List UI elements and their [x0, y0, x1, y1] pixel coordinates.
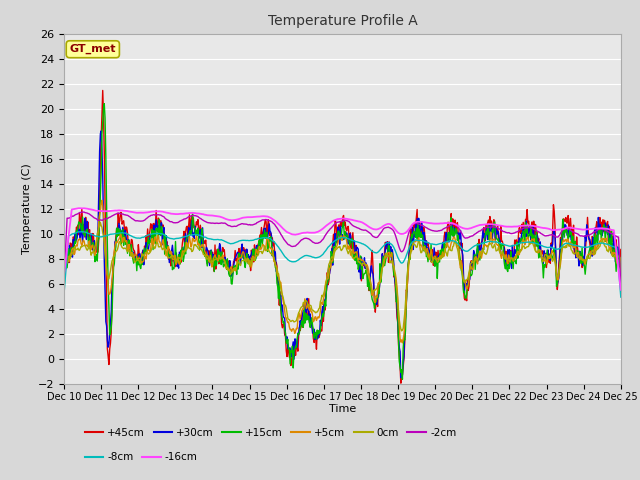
+15cm	[100, 101, 108, 107]
Text: GT_met: GT_met	[70, 44, 116, 54]
-2cm	[214, 220, 222, 226]
+5cm	[428, 251, 436, 256]
Line: +5cm: +5cm	[64, 200, 621, 343]
-2cm	[80, 209, 88, 215]
Line: +15cm: +15cm	[64, 104, 621, 379]
0cm	[617, 288, 625, 294]
+30cm	[617, 261, 625, 266]
-8cm	[70, 230, 78, 236]
Y-axis label: Temperature (C): Temperature (C)	[22, 163, 32, 254]
+5cm	[60, 304, 68, 310]
0cm	[70, 246, 78, 252]
+45cm	[412, 223, 419, 228]
-2cm	[185, 214, 193, 220]
+45cm	[60, 245, 68, 251]
0cm	[185, 245, 193, 251]
-8cm	[214, 237, 222, 242]
+30cm	[185, 225, 193, 230]
-16cm	[617, 287, 625, 293]
-2cm	[411, 221, 419, 227]
+30cm	[128, 250, 136, 256]
-8cm	[185, 232, 193, 238]
+15cm	[617, 266, 625, 272]
+5cm	[214, 258, 222, 264]
-2cm	[70, 213, 78, 218]
+45cm	[428, 248, 436, 253]
0cm	[214, 256, 222, 262]
0cm	[97, 220, 104, 226]
+5cm	[98, 197, 106, 203]
+15cm	[399, 376, 406, 382]
+15cm	[128, 251, 136, 257]
+45cm	[397, 380, 404, 386]
-16cm	[76, 205, 83, 211]
0cm	[428, 260, 436, 265]
+30cm	[70, 243, 78, 249]
-8cm	[428, 241, 435, 247]
+45cm	[128, 237, 136, 243]
+30cm	[412, 222, 419, 228]
Title: Temperature Profile A: Temperature Profile A	[268, 14, 417, 28]
-8cm	[411, 238, 419, 243]
+45cm	[185, 223, 193, 228]
-8cm	[79, 229, 86, 235]
-16cm	[60, 272, 68, 278]
Line: 0cm: 0cm	[64, 223, 621, 331]
Line: +30cm: +30cm	[64, 131, 621, 378]
+30cm	[428, 252, 436, 258]
+45cm	[70, 236, 78, 242]
+15cm	[412, 234, 419, 240]
-16cm	[70, 206, 78, 212]
+5cm	[617, 258, 625, 264]
+5cm	[399, 340, 406, 346]
-16cm	[411, 220, 419, 226]
+30cm	[397, 375, 404, 381]
+45cm	[617, 247, 625, 252]
+45cm	[99, 87, 107, 93]
Line: +45cm: +45cm	[64, 90, 621, 383]
Line: -2cm: -2cm	[64, 212, 621, 283]
-2cm	[617, 280, 625, 286]
+5cm	[412, 239, 419, 245]
-16cm	[214, 214, 222, 219]
+15cm	[185, 231, 193, 237]
-8cm	[128, 233, 136, 239]
-8cm	[617, 294, 625, 300]
X-axis label: Time: Time	[329, 405, 356, 414]
Legend: -8cm, -16cm: -8cm, -16cm	[81, 448, 202, 467]
+5cm	[128, 250, 136, 255]
-2cm	[60, 276, 68, 282]
-2cm	[428, 228, 435, 233]
+30cm	[60, 266, 68, 272]
-16cm	[128, 209, 136, 215]
+15cm	[60, 275, 68, 281]
Line: -16cm: -16cm	[64, 208, 621, 290]
0cm	[60, 287, 68, 292]
-16cm	[428, 220, 435, 226]
0cm	[398, 328, 406, 334]
0cm	[412, 243, 419, 249]
+15cm	[214, 246, 222, 252]
Line: -8cm: -8cm	[64, 232, 621, 297]
+15cm	[70, 244, 78, 250]
+15cm	[428, 257, 436, 263]
+30cm	[214, 253, 222, 259]
-2cm	[128, 216, 136, 221]
+45cm	[214, 251, 222, 256]
-8cm	[60, 292, 68, 298]
-16cm	[185, 210, 193, 216]
0cm	[128, 251, 136, 256]
+30cm	[97, 128, 105, 134]
+5cm	[70, 252, 78, 257]
+5cm	[185, 238, 193, 244]
